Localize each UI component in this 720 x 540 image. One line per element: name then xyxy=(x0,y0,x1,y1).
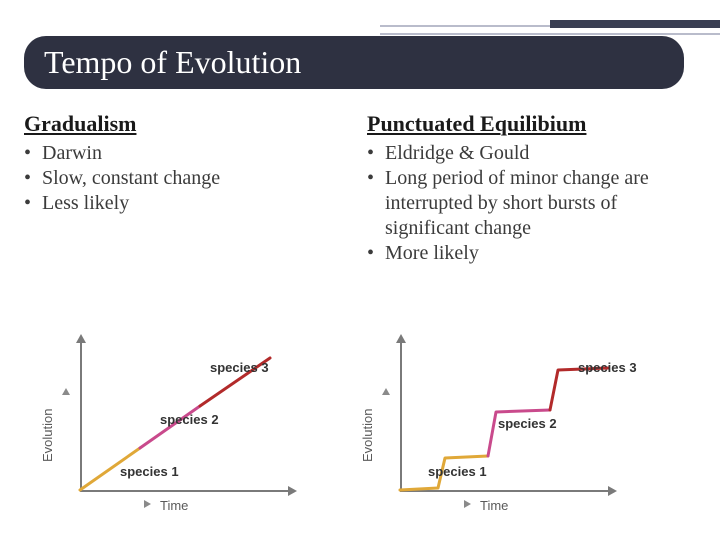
bullet-item: More likely xyxy=(367,241,696,266)
y-arrow-small-icon xyxy=(382,388,390,395)
right-bullets: Eldridge & Gould Long period of minor ch… xyxy=(367,141,696,266)
left-bullets: Darwin Slow, constant change Less likely xyxy=(24,141,353,216)
species-3-label: species 3 xyxy=(210,360,269,375)
x-arrow-small-icon xyxy=(144,500,151,508)
slide-title: Tempo of Evolution xyxy=(24,36,684,89)
left-column: Gradualism Darwin Slow, constant change … xyxy=(24,111,353,266)
bullet-item: Long period of minor change are interrup… xyxy=(367,166,696,241)
y-axis-label: Evolution xyxy=(40,409,55,462)
charts-row: Evolution Time species 1 species 2 speci… xyxy=(50,332,696,522)
x-axis-label: Time xyxy=(480,498,508,513)
species-1-label: species 1 xyxy=(428,464,487,479)
bullet-item: Slow, constant change xyxy=(24,166,353,191)
x-axis xyxy=(400,490,610,492)
x-arrow-small-icon xyxy=(464,500,471,508)
deco-bar-dark xyxy=(550,20,720,28)
y-arrow-small-icon xyxy=(62,388,70,395)
bullet-item: Darwin xyxy=(24,141,353,166)
bullet-item: Eldridge & Gould xyxy=(367,141,696,166)
corner-decoration xyxy=(380,20,720,34)
bullet-item: Less likely xyxy=(24,191,353,216)
x-axis-label: Time xyxy=(160,498,188,513)
title-container: Tempo of Evolution xyxy=(24,36,696,89)
species-2-label: species 2 xyxy=(498,416,557,431)
right-heading: Punctuated Equilibium xyxy=(367,111,696,137)
right-column: Punctuated Equilibium Eldridge & Gould L… xyxy=(367,111,696,266)
left-heading: Gradualism xyxy=(24,111,353,137)
punctuated-chart: Evolution Time species 1 species 2 speci… xyxy=(370,332,660,522)
y-axis-label: Evolution xyxy=(360,409,375,462)
species-1-label: species 1 xyxy=(120,464,179,479)
x-axis xyxy=(80,490,290,492)
species-2-label: species 2 xyxy=(160,412,219,427)
two-column-body: Gradualism Darwin Slow, constant change … xyxy=(24,111,696,266)
slide: Tempo of Evolution Gradualism Darwin Slo… xyxy=(0,0,720,540)
gradualism-chart: Evolution Time species 1 species 2 speci… xyxy=(50,332,340,522)
species-3-label: species 3 xyxy=(578,360,637,375)
